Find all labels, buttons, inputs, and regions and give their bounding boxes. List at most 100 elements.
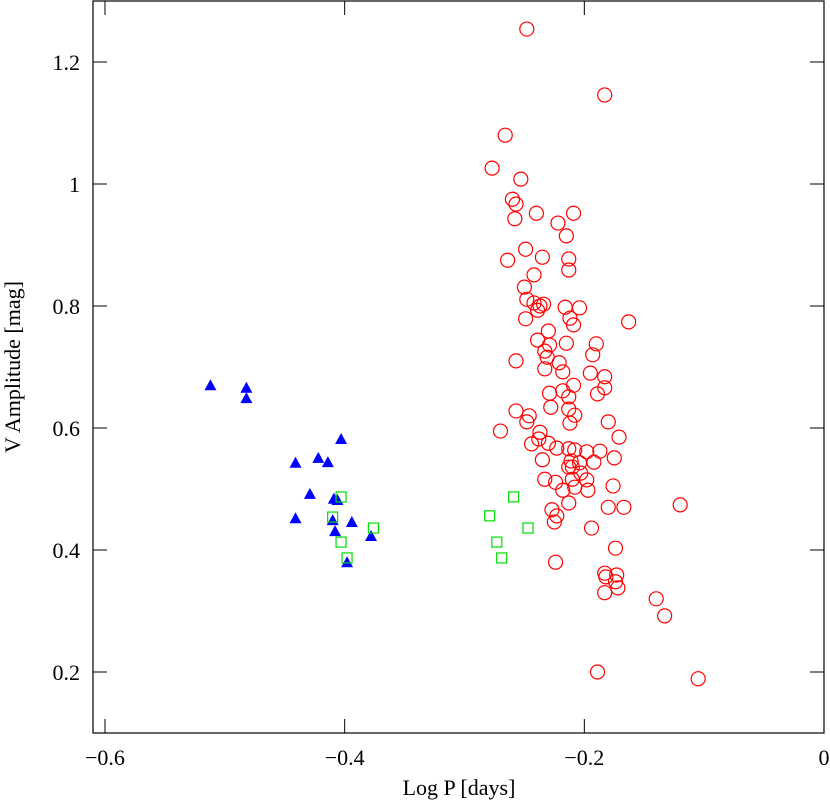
circle-point xyxy=(564,471,580,487)
circle-point xyxy=(528,205,544,221)
circle-point xyxy=(561,459,577,475)
x-tick-label: 0 xyxy=(819,745,830,770)
circle-point xyxy=(551,355,567,371)
circle-point xyxy=(534,452,550,468)
circle-point xyxy=(549,508,565,524)
circle-point xyxy=(500,252,516,268)
y-tick-label: 1.2 xyxy=(53,50,81,75)
triangle-point xyxy=(289,512,302,524)
square-point xyxy=(491,536,503,548)
circle-point xyxy=(621,314,637,330)
circle-point xyxy=(550,215,566,231)
circle-point xyxy=(564,459,580,475)
circle-point xyxy=(561,495,577,511)
circle-point xyxy=(518,311,534,327)
circle-point xyxy=(546,514,562,530)
circle-point xyxy=(526,267,542,283)
triangle-point xyxy=(303,487,316,499)
circle-point xyxy=(507,211,523,227)
circle-point xyxy=(537,361,553,377)
circle-point xyxy=(523,436,540,452)
triangle-point xyxy=(329,525,342,537)
circle-point xyxy=(592,443,608,459)
circle-point xyxy=(571,300,588,316)
y-tick-label: 0.6 xyxy=(53,416,81,441)
circle-point xyxy=(586,454,602,470)
circle-point xyxy=(616,499,632,515)
circle-point xyxy=(516,279,533,295)
circle-point xyxy=(557,299,573,315)
triangle-point xyxy=(240,381,253,393)
circle-point xyxy=(565,205,582,221)
circle-point xyxy=(518,241,534,257)
circle-point xyxy=(543,399,559,415)
circle-point xyxy=(579,444,595,460)
circle-point xyxy=(555,364,571,380)
circle-point xyxy=(541,337,558,353)
circle-point xyxy=(558,228,574,244)
circle-point xyxy=(497,127,513,143)
triangle-point xyxy=(345,515,358,527)
square-point xyxy=(522,522,534,534)
circle-point xyxy=(597,369,613,385)
circle-point xyxy=(598,569,614,585)
circle-point xyxy=(600,414,616,430)
circle-point xyxy=(583,520,600,536)
circle-point xyxy=(484,160,500,176)
circle-point xyxy=(561,262,577,278)
circle-point xyxy=(607,574,624,590)
circle-point xyxy=(537,343,553,359)
circle-point xyxy=(561,251,577,267)
triangle-point xyxy=(204,379,217,391)
square-point xyxy=(335,536,347,548)
circle-point xyxy=(609,567,625,583)
square-point xyxy=(496,552,508,564)
circle-point xyxy=(562,415,578,431)
square-point xyxy=(508,491,520,503)
triangle-point xyxy=(341,556,354,568)
x-tick-label: −0.4 xyxy=(325,745,365,770)
y-tick-label: 0.2 xyxy=(53,660,81,685)
circle-point xyxy=(521,408,537,424)
circle-point xyxy=(605,478,621,494)
circle-point xyxy=(532,298,548,314)
square-point xyxy=(335,491,347,503)
circle-point xyxy=(537,471,553,487)
square-point xyxy=(367,522,380,534)
circle-point xyxy=(690,671,706,687)
x-tick-label: −0.2 xyxy=(564,745,604,770)
circle-point xyxy=(519,414,535,430)
triangle-point xyxy=(335,432,348,444)
circle-point xyxy=(606,450,622,466)
circle-point xyxy=(519,291,535,307)
y-tick-label: 1 xyxy=(69,172,80,197)
circle-point xyxy=(567,479,583,495)
triangle-point xyxy=(240,392,253,404)
triangle-point xyxy=(321,456,334,468)
circle-point xyxy=(532,424,548,440)
circle-point xyxy=(672,497,688,513)
circle-point xyxy=(582,365,598,381)
y-tick-label: 0.4 xyxy=(53,538,81,563)
circle-point xyxy=(544,502,560,518)
circle-point xyxy=(563,453,579,469)
circle-point xyxy=(597,585,613,601)
circle-point xyxy=(508,196,524,212)
circle-point xyxy=(561,389,577,405)
circle-point xyxy=(597,87,613,103)
square-point xyxy=(484,510,496,522)
circle-point xyxy=(519,21,535,37)
circle-point xyxy=(565,317,582,333)
circle-point xyxy=(561,441,577,457)
circle-point xyxy=(555,482,571,498)
y-axis-title: V Amplitude [mag] xyxy=(0,281,25,453)
triangle-point xyxy=(326,514,339,526)
x-axis-title: Log P [days] xyxy=(403,775,516,800)
circle-point xyxy=(541,385,558,401)
triangle-point xyxy=(312,451,325,463)
circle-point xyxy=(589,664,606,680)
circle-point xyxy=(529,302,546,318)
circle-point xyxy=(589,386,606,402)
circle-point xyxy=(607,540,624,556)
